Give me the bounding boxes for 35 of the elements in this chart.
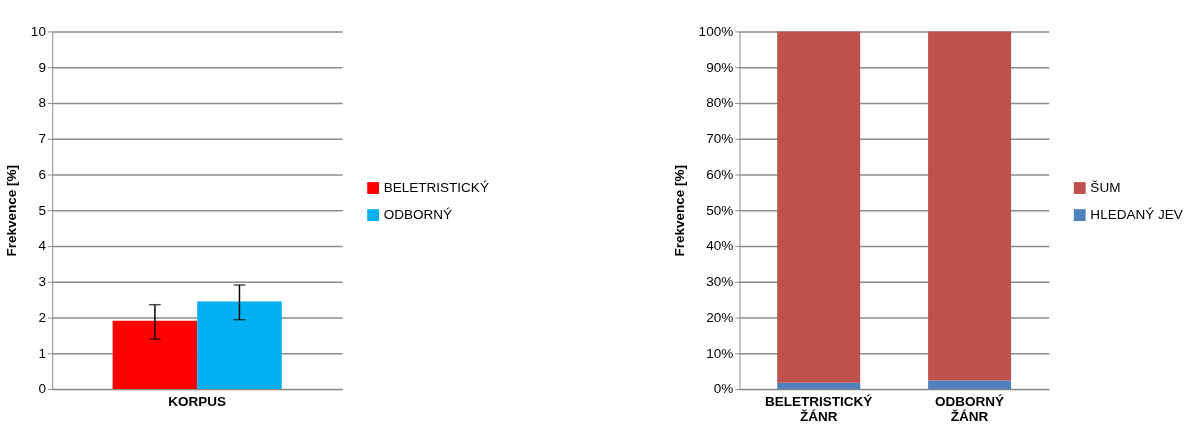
y-tick-label: 1 [38, 345, 46, 361]
bar [928, 380, 1012, 390]
y-tick-label: 0% [713, 381, 734, 397]
y-tick-label: 0 [38, 381, 46, 397]
y-tick-label: 60% [706, 166, 734, 182]
y-tick-label: 10 [30, 23, 46, 39]
bar [777, 31, 861, 383]
y-tick-label: 5 [38, 202, 46, 218]
legend-label: BELETRISTICKÝ [383, 179, 489, 195]
y-tick-label: 90% [706, 59, 734, 75]
y-tick-label: 70% [706, 131, 734, 147]
y-tick-label: 4 [38, 238, 47, 254]
y-tick-label: 8 [38, 95, 46, 111]
y-tick-label: 7 [38, 131, 46, 147]
x-tick-label: ODBORNÝ ŽÁNR [935, 394, 1005, 425]
y-tick-label: 9 [38, 59, 46, 75]
y-tick-label: 3 [38, 274, 46, 290]
y-tick-label: 6 [38, 166, 46, 182]
legend-label: ŠUM [1090, 179, 1121, 195]
y-tick-label: 50% [706, 202, 734, 218]
x-tick-label: BELETRISTICKÝ ŽÁNR [765, 394, 873, 425]
x-tick-label: KORPUS [168, 394, 227, 410]
y-tick-label: 10% [706, 345, 734, 361]
y-tick-label: 80% [706, 95, 734, 111]
bar [777, 382, 861, 390]
legend-label: HLEDANÝ JEV [1090, 206, 1183, 222]
y-tick-label: 20% [706, 309, 734, 325]
y-tick-label: 100% [698, 23, 734, 39]
y-tick-label: 40% [706, 238, 734, 254]
bar [928, 31, 1012, 381]
y-axis-title: Frekvence [%] [4, 164, 20, 257]
y-tick-label: 30% [706, 274, 734, 290]
y-tick-label: 2 [38, 309, 46, 325]
legend-label: ODBORNÝ [383, 206, 453, 222]
y-axis-title: Frekvence [%] [672, 164, 688, 257]
